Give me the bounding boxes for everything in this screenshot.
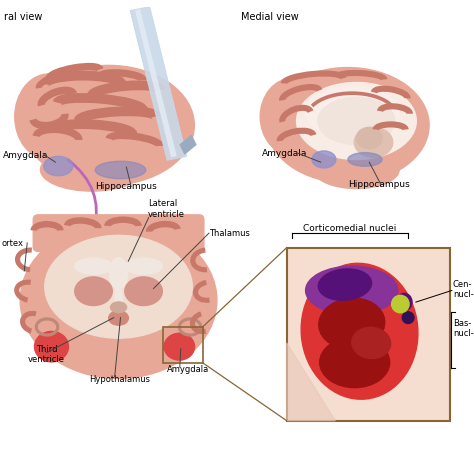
Ellipse shape [396,293,412,311]
Ellipse shape [110,302,127,313]
Text: Lateral
ventricle: Lateral ventricle [148,199,185,219]
Ellipse shape [314,151,399,189]
Text: Hippocampus: Hippocampus [348,181,410,190]
Text: Bas-
nucl-: Bas- nucl- [453,319,474,338]
Text: Hippocampus: Hippocampus [95,182,157,191]
Ellipse shape [260,78,324,155]
Polygon shape [135,9,177,157]
Ellipse shape [319,298,385,349]
FancyBboxPatch shape [33,215,204,251]
Ellipse shape [125,258,163,274]
Ellipse shape [20,222,217,378]
Ellipse shape [348,153,382,166]
Ellipse shape [352,328,391,358]
Ellipse shape [319,269,372,300]
Ellipse shape [356,128,382,149]
Ellipse shape [95,161,146,179]
Text: Amygdala: Amygdala [167,365,210,374]
Ellipse shape [44,156,73,176]
Ellipse shape [402,312,414,323]
Text: Thalamus: Thalamus [209,229,250,238]
Bar [163,327,202,363]
Ellipse shape [15,74,83,159]
Ellipse shape [45,236,192,338]
Ellipse shape [109,258,128,289]
Ellipse shape [75,258,112,274]
Text: Amygdala: Amygdala [263,149,308,158]
Ellipse shape [301,263,418,399]
Ellipse shape [312,151,336,168]
Ellipse shape [306,266,398,315]
Bar [287,248,450,420]
Ellipse shape [354,128,393,157]
Text: Amygdala: Amygdala [3,151,48,160]
Circle shape [392,295,409,313]
Text: Hypothalamus: Hypothalamus [90,375,150,384]
Ellipse shape [267,67,429,183]
Ellipse shape [75,277,112,306]
Ellipse shape [35,331,68,362]
Polygon shape [180,135,196,155]
Text: Cen-
nucl-: Cen- nucl- [453,280,474,299]
Polygon shape [130,7,187,160]
Text: Third
ventricle: Third ventricle [28,345,65,365]
Ellipse shape [318,98,395,145]
Ellipse shape [40,148,143,191]
Ellipse shape [125,277,163,306]
Ellipse shape [297,82,416,159]
Ellipse shape [305,87,399,138]
Ellipse shape [115,286,122,311]
Ellipse shape [23,65,194,185]
Text: ral view: ral view [4,12,42,22]
Ellipse shape [319,337,390,388]
Text: Medial view: Medial view [241,12,299,22]
Ellipse shape [164,333,194,360]
Polygon shape [287,343,335,420]
Text: ortex: ortex [2,239,24,248]
Ellipse shape [109,311,128,325]
Text: Corticomedial nuclei: Corticomedial nuclei [303,224,397,233]
